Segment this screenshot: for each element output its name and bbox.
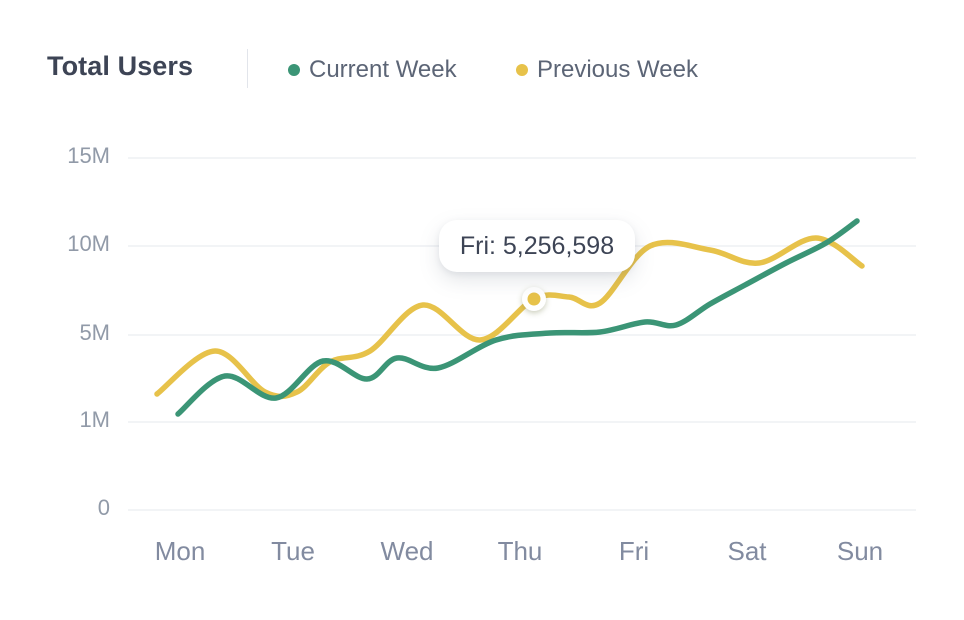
svg-text:Mon: Mon	[155, 536, 206, 566]
svg-text:Tue: Tue	[271, 536, 315, 566]
svg-text:Fri: Fri	[619, 536, 649, 566]
svg-text:Wed: Wed	[381, 536, 434, 566]
svg-text:5M: 5M	[79, 320, 110, 345]
svg-text:10M: 10M	[67, 231, 110, 256]
svg-text:Sun: Sun	[837, 536, 883, 566]
svg-text:Sat: Sat	[727, 536, 767, 566]
svg-text:1M: 1M	[79, 407, 110, 432]
svg-text:15M: 15M	[67, 143, 110, 168]
svg-text:0: 0	[98, 495, 110, 520]
svg-text:Thu: Thu	[498, 536, 543, 566]
